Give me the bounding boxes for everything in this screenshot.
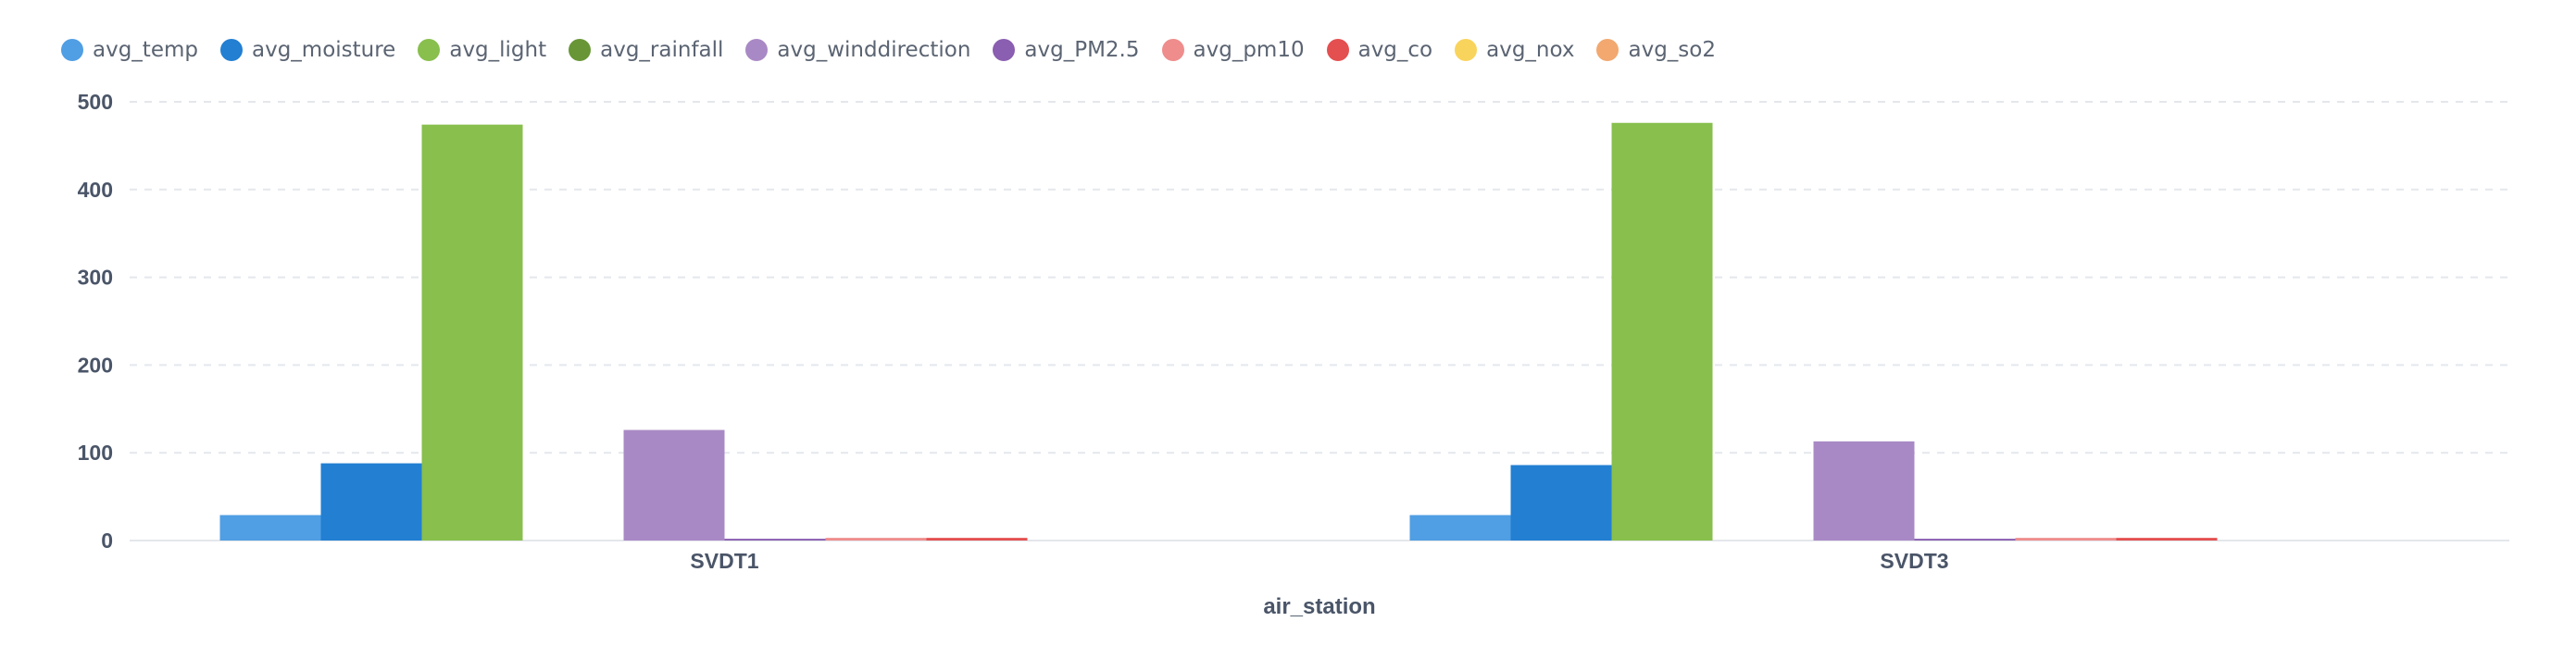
legend-item-avg-winddirection[interactable]: avg_winddirection (745, 38, 970, 62)
legend-label: avg_co (1357, 38, 1433, 62)
bar-avg-moisture-svdt1 (320, 463, 422, 541)
x-axis-title: air_station (1263, 594, 1375, 619)
legend-item-avg-temp[interactable]: avg_temp (61, 38, 198, 62)
legend-label: avg_pm10 (1193, 38, 1305, 62)
bar-avg-co-svdt1 (926, 538, 1028, 541)
bar-avg-temp-svdt3 (1409, 515, 1511, 541)
bar-avg-moisture-svdt3 (1510, 465, 1612, 541)
y-tick-label: 400 (78, 178, 113, 202)
legend-item-avg-pm2-5[interactable]: avg_PM2.5 (993, 38, 1140, 62)
legend-dot (745, 39, 769, 61)
legend-dot (1326, 39, 1349, 61)
legend-label: avg_winddirection (777, 38, 971, 62)
legend-dot (61, 39, 83, 61)
bar-avg-light-svdt1 (421, 124, 523, 541)
legend-label: avg_nox (1486, 38, 1575, 62)
legend-label: avg_moisture (251, 38, 396, 62)
bar-avg-pm10-svdt3 (2015, 538, 2117, 541)
chart-legend: avg_temp avg_moisture avg_light avg_rainfal… (61, 33, 1738, 67)
bar-avg-pm2-5-svdt1 (724, 539, 826, 541)
legend-dot (1596, 39, 1619, 61)
legend-label: avg_light (449, 38, 547, 62)
x-tick-label: SVDT3 (1880, 549, 1948, 573)
legend-label: avg_so2 (1628, 38, 1716, 62)
legend-dot (993, 39, 1016, 61)
y-tick-label: 0 (101, 528, 113, 553)
legend-item-avg-rainfall[interactable]: avg_rainfall (569, 38, 723, 62)
legend-item-avg-light[interactable]: avg_light (418, 38, 546, 62)
y-tick-label: 500 (78, 90, 113, 114)
legend-dot (1455, 39, 1478, 61)
legend-item-avg-so2[interactable]: avg_so2 (1596, 38, 1716, 62)
bar-avg-co-svdt3 (2116, 538, 2218, 541)
legend-label: avg_PM2.5 (1024, 38, 1140, 62)
bar-avg-pm2-5-svdt3 (1914, 539, 2016, 541)
y-tick-label: 200 (78, 353, 113, 377)
y-tick-label: 300 (78, 266, 113, 290)
legend-item-avg-nox[interactable]: avg_nox (1455, 38, 1574, 62)
bar-avg-light-svdt3 (1611, 122, 1713, 541)
bar-avg-winddirection-svdt1 (623, 429, 725, 541)
bar-avg-winddirection-svdt3 (1813, 441, 1915, 541)
legend-label: avg_rainfall (600, 38, 724, 62)
legend-label: avg_temp (93, 38, 198, 62)
legend-dot (569, 39, 592, 61)
legend-item-avg-pm10[interactable]: avg_pm10 (1161, 38, 1305, 62)
legend-item-avg-moisture[interactable]: avg_moisture (219, 38, 396, 62)
bar-avg-pm10-svdt1 (825, 538, 927, 541)
legend-dot (1161, 39, 1184, 61)
x-tick-label: SVDT1 (690, 549, 758, 573)
bar-avg-temp-svdt1 (219, 515, 321, 541)
legend-dot (418, 39, 441, 61)
legend-dot (219, 39, 243, 61)
y-tick-label: 100 (78, 441, 113, 465)
legend-item-avg-co[interactable]: avg_co (1326, 38, 1433, 62)
